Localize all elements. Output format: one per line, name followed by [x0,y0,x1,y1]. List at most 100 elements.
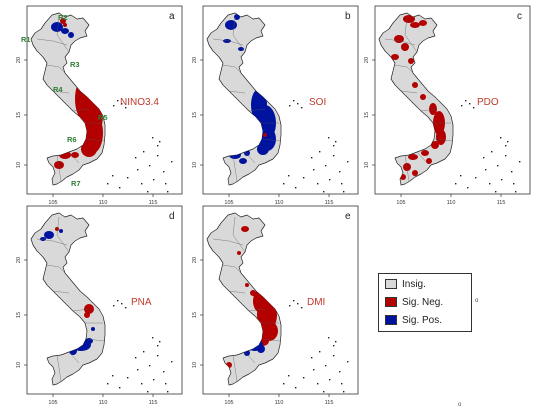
y-tick-label: 15 [364,112,370,118]
map-panel-d: 105 110 115 10 15 20 d PNA [16,205,183,406]
island-marker [333,155,335,157]
island-marker [149,165,151,167]
region-label-r5: R5 [98,113,108,122]
y-tick-label: 15 [16,312,22,318]
island-marker [293,300,295,302]
island-marker [137,169,139,171]
y-tick-label: 15 [16,112,22,118]
sig-pos-area [257,345,265,353]
island-marker [507,141,509,143]
y-tick-label: 10 [16,362,22,368]
x-tick-label: 110 [275,200,284,206]
region-label-r2: R2 [58,13,68,22]
island-marker [171,361,173,363]
island-marker [483,157,485,159]
region-label-r6: R6 [67,135,77,144]
map-panel-a: 105 110 115 10 15 20 a NINO3.4 R1 R2 R3 R4 R5… [16,5,183,206]
y-tick-label: 20 [16,257,22,263]
island-marker [137,369,139,371]
island-marker [135,157,137,159]
island-marker [328,137,330,139]
legend: Insig. Sig. Neg. Sig. Pos. [378,273,472,332]
island-marker [343,391,345,393]
island-marker [455,183,457,185]
x-tick-label: 105 [224,200,233,206]
island-marker [317,383,319,385]
island-marker [501,179,503,181]
sig-pos-area [238,47,244,51]
island-marker [112,375,114,377]
island-marker [135,357,137,359]
island-marker [121,103,123,105]
island-marker [303,377,305,379]
island-marker [505,155,507,157]
island-marker [343,191,345,193]
island-marker [107,183,109,185]
sig-pos-area [51,22,63,32]
sig-pos-area [225,20,237,30]
island-marker [119,187,121,189]
island-marker [127,177,129,179]
sig-pos-area [223,39,231,43]
panel-letter: c [517,11,522,22]
island-marker [113,305,115,307]
y-tick-label: 20 [192,257,198,263]
island-marker [489,183,491,185]
sig-neg-area [263,133,267,137]
island-marker [335,141,337,143]
sig-neg-area [412,82,418,88]
legend-label: Insig. [402,278,426,290]
y-tick-label: 15 [192,312,198,318]
sig-pos-area [61,28,69,34]
island-marker [127,377,129,379]
island-marker [167,191,169,193]
x-tick-label: 105 [48,200,57,206]
island-marker [143,351,145,353]
province-boundaries [36,216,105,382]
island-marker [165,383,167,385]
island-marker [112,175,114,177]
x-tick-label: 110 [275,400,284,406]
y-tick-label: 15 [192,112,198,118]
island-marker [485,169,487,171]
island-marker [167,391,169,393]
island-marker [152,137,154,139]
sig-neg-area [426,158,432,164]
island-marker [339,171,341,173]
province-boundaries [212,216,281,382]
legend-item-insignificant: Insig. [385,278,426,290]
x-tick-label: 110 [99,200,108,206]
island-marker [288,375,290,377]
island-marker [289,305,291,307]
island-marker [325,365,327,367]
island-marker [157,355,159,357]
x-tick-label: 105 [396,200,405,206]
vietnam-map [206,12,349,193]
island-marker [317,183,319,185]
legend-item-sig-neg: Sig. Neg. [385,296,443,308]
sig-neg-area [71,152,79,158]
island-marker [475,177,477,179]
region-label-r1: R1 [21,35,31,44]
island-marker [297,303,299,305]
island-marker [301,107,303,109]
legend-label: Sig. Neg. [402,296,444,308]
index-label: NINO3.4 [120,97,159,108]
island-marker [319,151,321,153]
y-tick-label: 20 [16,57,22,63]
x-tick-label: 115 [497,200,506,206]
island-marker [513,183,515,185]
sig-neg-area [403,15,415,23]
island-marker [347,161,349,163]
sig-pos-area [257,143,269,155]
y-tick-label: 10 [192,162,198,168]
island-marker [143,151,145,153]
map-panel-c: 105 110 115 10 15 20 c PDO [364,5,531,206]
island-marker [293,100,295,102]
x-tick-label: 115 [149,200,158,206]
panel-letter: a [169,11,175,22]
island-marker [125,307,127,309]
island-marker [339,371,341,373]
x-tick-label: 115 [325,400,334,406]
panel-letter: d [169,211,175,222]
